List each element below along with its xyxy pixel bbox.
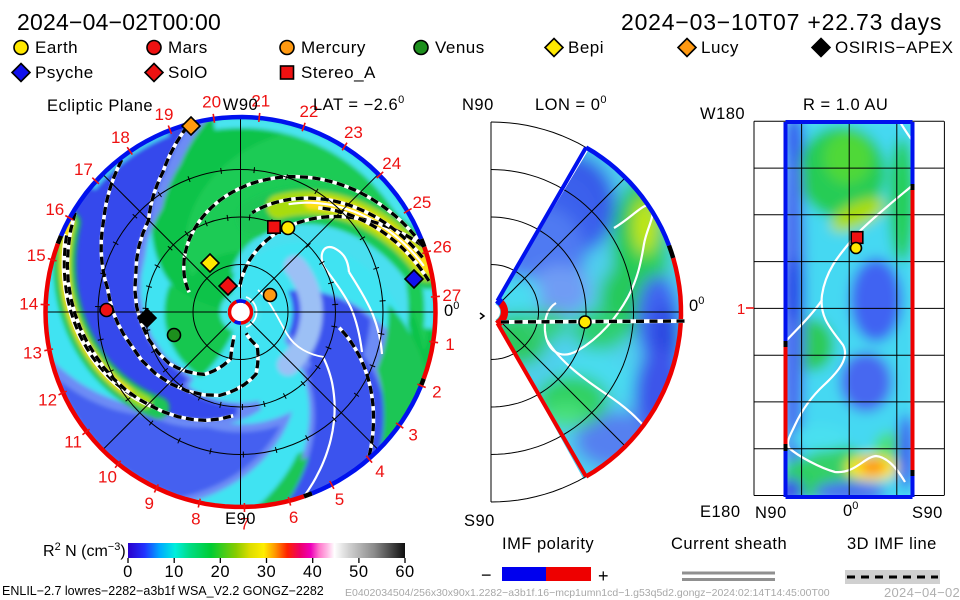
svg-text:OSIRIS−APEX: OSIRIS−APEX	[835, 38, 953, 57]
svg-text:Mars: Mars	[168, 38, 208, 57]
svg-text:10: 10	[164, 563, 183, 581]
svg-text:Stereo_A: Stereo_A	[301, 63, 376, 82]
svg-text:22: 22	[299, 102, 318, 121]
svg-text:50: 50	[349, 563, 368, 581]
svg-text:30: 30	[257, 563, 276, 581]
svg-text:20: 20	[202, 92, 221, 111]
svg-text:0: 0	[123, 563, 133, 581]
svg-text:N90: N90	[755, 504, 787, 522]
svg-text:Psyche: Psyche	[35, 63, 94, 82]
svg-text:18: 18	[111, 128, 130, 147]
svg-text:27: 27	[442, 286, 461, 305]
svg-text:N90: N90	[462, 96, 494, 114]
svg-text:Mercury: Mercury	[301, 38, 366, 57]
svg-text:S90: S90	[464, 512, 495, 530]
svg-text:2024−03−10T07 +22.73 days: 2024−03−10T07 +22.73 days	[621, 9, 942, 35]
svg-text:+: +	[598, 566, 609, 586]
svg-text:S90: S90	[912, 504, 943, 522]
svg-text:Earth: Earth	[35, 38, 78, 57]
svg-text:10: 10	[98, 468, 117, 487]
svg-text:ENLIL−2.7 lowres−2282−a3b1f WS: ENLIL−2.7 lowres−2282−a3b1f WSA_V2.2 GON…	[2, 584, 324, 598]
svg-text:25: 25	[412, 193, 431, 212]
svg-text:14: 14	[19, 294, 38, 313]
svg-text:11: 11	[64, 432, 82, 451]
svg-text:−: −	[481, 565, 492, 585]
svg-text:R = 1.0 AU: R = 1.0 AU	[803, 96, 888, 114]
svg-text:LAT = −2.60: LAT = −2.60	[313, 94, 405, 114]
svg-text:24: 24	[382, 154, 401, 173]
svg-text:3: 3	[408, 426, 417, 445]
svg-text:4: 4	[375, 462, 384, 481]
svg-text:26: 26	[433, 238, 452, 257]
svg-text:15: 15	[27, 246, 46, 265]
svg-text:E0402034504/256x30x90x1.2282−a: E0402034504/256x30x90x1.2282−a3b1f.16−mc…	[345, 587, 830, 599]
svg-text:Ecliptic Plane: Ecliptic Plane	[47, 97, 153, 115]
svg-text:R2 N (cm−3): R2 N (cm−3)	[43, 541, 126, 560]
svg-text:6: 6	[289, 508, 298, 527]
svg-text:LON = 00: LON = 00	[535, 94, 607, 114]
svg-text:Current sheath: Current sheath	[671, 535, 787, 553]
svg-text:60: 60	[395, 563, 414, 581]
svg-text:20: 20	[211, 563, 230, 581]
svg-text:W180: W180	[700, 105, 745, 123]
svg-text:00: 00	[843, 500, 858, 520]
svg-text:Bepi: Bepi	[568, 38, 604, 57]
svg-text:17: 17	[74, 160, 93, 179]
svg-text:2024−04−02T00:00: 2024−04−02T00:00	[17, 9, 221, 35]
svg-text:23: 23	[344, 123, 363, 142]
svg-text:SolO: SolO	[168, 63, 208, 82]
svg-text:00: 00	[444, 300, 459, 320]
svg-text:W90: W90	[223, 96, 258, 114]
svg-text:00: 00	[689, 295, 704, 315]
svg-text:Lucy: Lucy	[701, 38, 739, 57]
svg-text:21: 21	[251, 91, 270, 110]
svg-text:3D IMF line: 3D IMF line	[847, 535, 937, 553]
svg-text:16: 16	[45, 200, 64, 219]
svg-text:Venus: Venus	[435, 38, 485, 57]
svg-text:IMF polarity: IMF polarity	[502, 535, 594, 553]
svg-text:2: 2	[432, 382, 441, 401]
svg-text:40: 40	[303, 563, 322, 581]
svg-text:12: 12	[38, 390, 57, 409]
svg-text:2024−04−02: 2024−04−02	[884, 585, 960, 600]
svg-text:8: 8	[191, 510, 200, 529]
svg-text:1: 1	[737, 301, 745, 318]
svg-text:9: 9	[144, 494, 153, 513]
svg-text:5: 5	[335, 490, 344, 509]
svg-text:E90: E90	[225, 510, 256, 528]
svg-text:1: 1	[445, 335, 454, 354]
svg-text:13: 13	[23, 343, 42, 362]
svg-text:E180: E180	[700, 503, 741, 521]
svg-text:7: 7	[240, 514, 249, 533]
svg-text:19: 19	[155, 105, 174, 124]
